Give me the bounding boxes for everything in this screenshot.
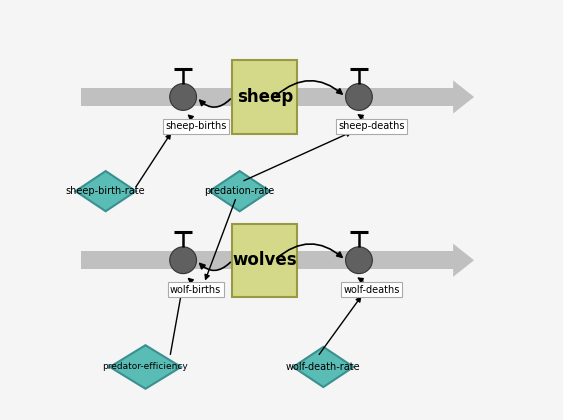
FancyBboxPatch shape (233, 60, 297, 134)
Text: wolf-births: wolf-births (170, 284, 221, 294)
Polygon shape (453, 244, 474, 277)
Text: wolves: wolves (233, 251, 297, 269)
Text: predator-efficiency: predator-efficiency (102, 362, 189, 371)
FancyBboxPatch shape (81, 88, 457, 106)
Circle shape (169, 84, 196, 110)
Polygon shape (209, 171, 270, 211)
FancyArrowPatch shape (276, 81, 342, 95)
FancyBboxPatch shape (233, 223, 297, 297)
Text: predation-rate: predation-rate (204, 186, 275, 196)
FancyArrowPatch shape (276, 244, 342, 258)
Text: sheep-births: sheep-births (165, 121, 226, 131)
FancyArrowPatch shape (200, 262, 230, 270)
FancyArrowPatch shape (200, 99, 230, 107)
Polygon shape (110, 345, 181, 389)
Circle shape (346, 84, 372, 110)
Text: sheep: sheep (236, 88, 293, 106)
FancyBboxPatch shape (81, 251, 457, 270)
Text: sheep-birth-rate: sheep-birth-rate (66, 186, 145, 196)
Circle shape (346, 247, 372, 273)
Text: sheep-deaths: sheep-deaths (338, 121, 405, 131)
Circle shape (169, 247, 196, 273)
Polygon shape (75, 171, 136, 211)
Text: wolf-deaths: wolf-deaths (343, 284, 400, 294)
Text: wolf-death-rate: wolf-death-rate (286, 362, 361, 372)
Polygon shape (453, 80, 474, 113)
Polygon shape (293, 347, 354, 387)
